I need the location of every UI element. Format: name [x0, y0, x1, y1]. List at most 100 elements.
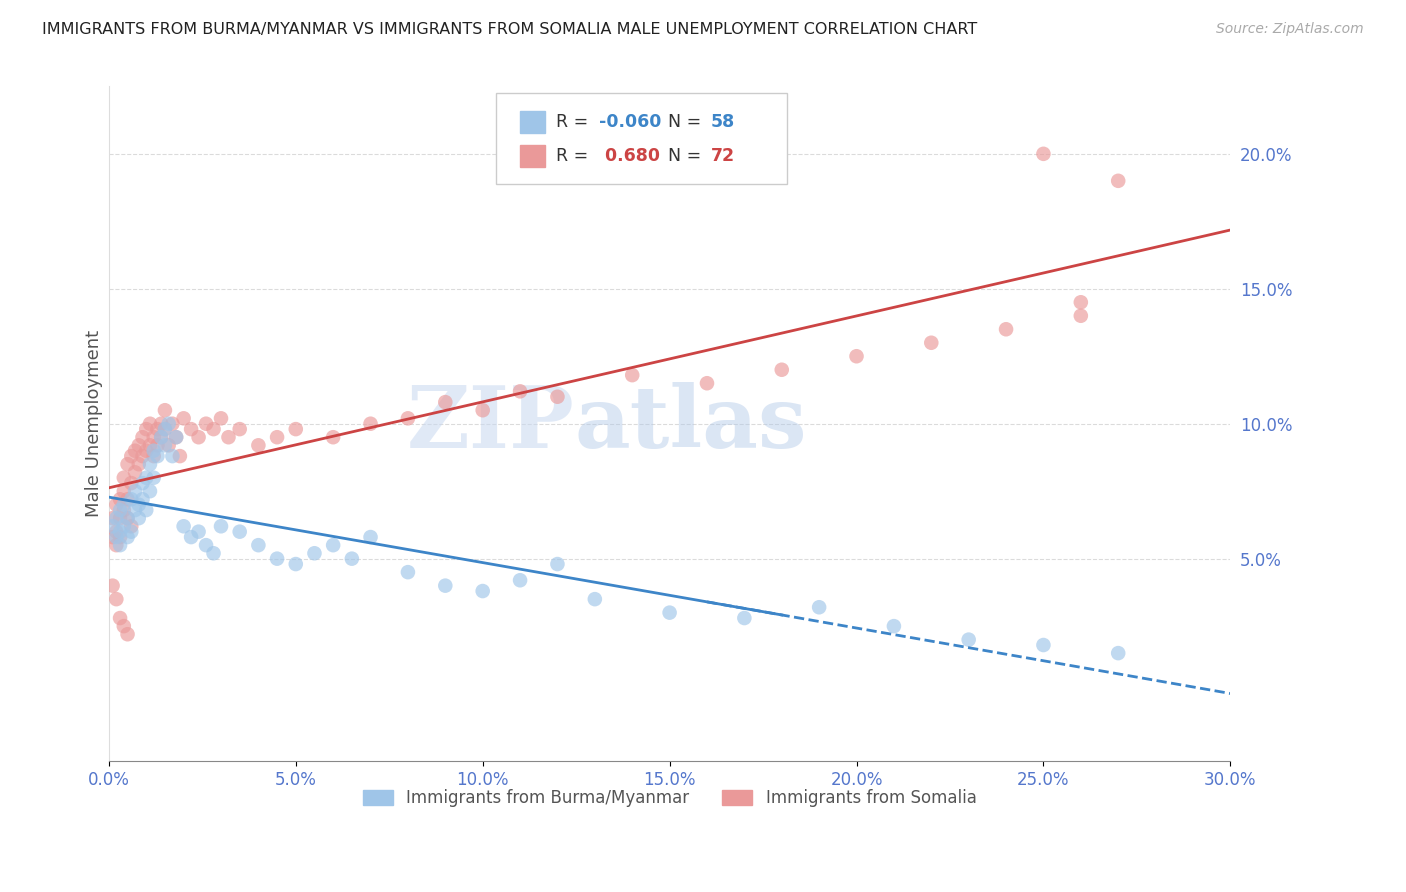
- Point: [124, 484, 146, 499]
- Point: [509, 574, 531, 588]
- Point: [187, 430, 209, 444]
- Point: [120, 476, 142, 491]
- Point: [733, 611, 755, 625]
- Point: [360, 417, 382, 431]
- Point: [128, 511, 150, 525]
- Point: [883, 619, 905, 633]
- Point: [396, 565, 419, 579]
- Point: [101, 511, 124, 525]
- Point: [105, 538, 128, 552]
- Point: [995, 322, 1018, 336]
- Legend: Immigrants from Burma/Myanmar, Immigrants from Somalia: Immigrants from Burma/Myanmar, Immigrant…: [356, 782, 983, 814]
- Point: [120, 449, 142, 463]
- Point: [509, 384, 531, 399]
- Point: [396, 411, 419, 425]
- Point: [139, 484, 162, 499]
- Point: [162, 417, 184, 431]
- Point: [108, 524, 131, 539]
- Point: [101, 579, 124, 593]
- Point: [180, 530, 202, 544]
- Point: [153, 403, 176, 417]
- Text: R =: R =: [557, 113, 595, 131]
- Point: [139, 457, 162, 471]
- Text: N =: N =: [668, 147, 707, 165]
- Point: [157, 417, 180, 431]
- Point: [108, 511, 131, 525]
- Point: [101, 519, 124, 533]
- Point: [105, 524, 128, 539]
- Point: [105, 511, 128, 525]
- Point: [142, 430, 165, 444]
- Point: [770, 363, 793, 377]
- Point: [108, 611, 131, 625]
- Point: [202, 422, 225, 436]
- Point: [187, 524, 209, 539]
- Point: [173, 411, 195, 425]
- Point: [142, 443, 165, 458]
- Text: IMMIGRANTS FROM BURMA/MYANMAR VS IMMIGRANTS FROM SOMALIA MALE UNEMPLOYMENT CORRE: IMMIGRANTS FROM BURMA/MYANMAR VS IMMIGRA…: [42, 22, 977, 37]
- Point: [583, 592, 606, 607]
- Point: [169, 449, 191, 463]
- Point: [1070, 295, 1092, 310]
- Point: [180, 422, 202, 436]
- Point: [117, 627, 139, 641]
- Point: [360, 530, 382, 544]
- Point: [284, 422, 307, 436]
- Point: [105, 592, 128, 607]
- Point: [1032, 146, 1054, 161]
- Point: [128, 498, 150, 512]
- Point: [124, 443, 146, 458]
- Point: [131, 449, 153, 463]
- Point: [128, 438, 150, 452]
- Point: [124, 465, 146, 479]
- Point: [157, 438, 180, 452]
- Point: [1107, 174, 1129, 188]
- Point: [957, 632, 980, 647]
- Point: [142, 471, 165, 485]
- Point: [153, 422, 176, 436]
- Point: [434, 579, 457, 593]
- Point: [621, 368, 644, 383]
- Point: [150, 430, 173, 444]
- Bar: [520, 112, 546, 133]
- Text: Source: ZipAtlas.com: Source: ZipAtlas.com: [1216, 22, 1364, 37]
- Point: [247, 538, 270, 552]
- Point: [209, 519, 232, 533]
- Point: [266, 430, 288, 444]
- Point: [131, 476, 153, 491]
- Point: [546, 390, 568, 404]
- Point: [195, 538, 218, 552]
- Point: [108, 503, 131, 517]
- Point: [153, 422, 176, 436]
- Point: [1107, 646, 1129, 660]
- Point: [117, 511, 139, 525]
- Point: [658, 606, 681, 620]
- Point: [340, 551, 363, 566]
- Point: [228, 524, 250, 539]
- Point: [112, 619, 135, 633]
- Point: [173, 519, 195, 533]
- Point: [120, 492, 142, 507]
- Point: [112, 498, 135, 512]
- Point: [142, 449, 165, 463]
- Point: [112, 519, 135, 533]
- Point: [117, 457, 139, 471]
- Point: [162, 449, 184, 463]
- Point: [845, 349, 868, 363]
- Point: [304, 546, 326, 560]
- Point: [108, 538, 131, 552]
- Point: [150, 417, 173, 431]
- Text: atlas: atlas: [574, 382, 807, 466]
- Point: [322, 538, 344, 552]
- Bar: [520, 145, 546, 167]
- FancyBboxPatch shape: [496, 93, 787, 184]
- Point: [105, 530, 128, 544]
- Point: [108, 530, 131, 544]
- Text: R =: R =: [557, 147, 595, 165]
- Point: [135, 503, 157, 517]
- Point: [112, 471, 135, 485]
- Point: [139, 438, 162, 452]
- Point: [165, 430, 187, 444]
- Point: [195, 417, 218, 431]
- Point: [135, 422, 157, 436]
